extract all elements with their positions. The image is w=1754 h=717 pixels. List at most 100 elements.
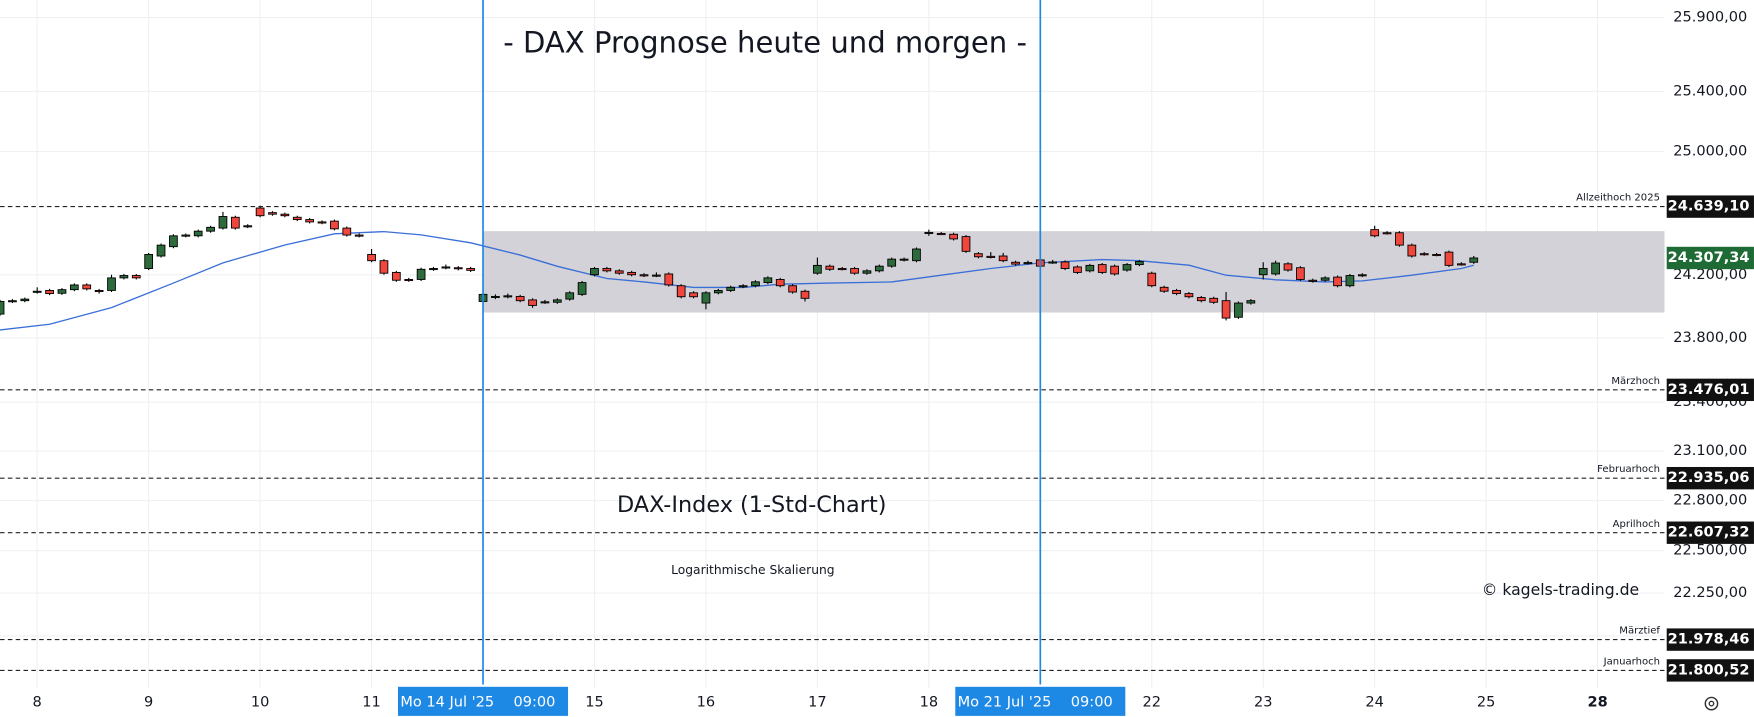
candle-body [317, 221, 327, 224]
candle-body [144, 254, 154, 269]
candle-body [1444, 251, 1454, 266]
candle-body [552, 299, 562, 303]
candle-body [639, 274, 649, 277]
candle-body [491, 295, 500, 298]
moving-average-line [0, 230, 1474, 331]
level-name: Februarhoch [1597, 464, 1660, 475]
candle-body [627, 271, 636, 276]
candle-body [82, 284, 92, 290]
x-tick-label: 28 [1587, 694, 1607, 710]
x-tick-label: 24 [1365, 694, 1384, 710]
candle-body [1085, 264, 1095, 272]
candle-body [1110, 265, 1119, 275]
candle-body [0, 301, 5, 315]
plot: Allzeithoch 2025 Märzhoch Februarhoch April… [0, 0, 1665, 685]
candle-body [1370, 229, 1380, 237]
candle-body [1457, 263, 1466, 266]
candle-body [1407, 244, 1417, 257]
time-marker-time: 09:00 [1071, 694, 1113, 710]
candle-body [1073, 266, 1082, 273]
candle-body [169, 235, 178, 248]
candle-body [1221, 300, 1231, 319]
candle-body [1357, 274, 1367, 277]
candle-body [1048, 261, 1058, 264]
candle-body [243, 225, 253, 228]
candle-body [565, 292, 575, 300]
candle-body [453, 267, 463, 270]
candle-body [1135, 261, 1144, 266]
candle-body [8, 300, 17, 303]
candle-body [862, 270, 872, 274]
candle-body [503, 295, 513, 298]
candle-body [540, 301, 550, 304]
candle-body [57, 289, 67, 294]
candle-body [466, 268, 476, 271]
candle-body [701, 292, 711, 304]
candle-body [1246, 300, 1256, 304]
candle-body [404, 279, 414, 282]
y-tick-label: 25.400,00 [1673, 83, 1747, 99]
y-tick-label: 24.200,00 [1673, 267, 1747, 283]
level-name: Aprilhoch [1613, 519, 1660, 530]
candle-body [379, 260, 389, 274]
candle-body [528, 299, 537, 306]
level-name: Januarhoch [1603, 656, 1660, 667]
candle-body [1147, 272, 1157, 287]
candle-body [763, 277, 773, 284]
x-tick-label: 8 [33, 694, 42, 710]
candle-body [788, 285, 797, 293]
level-price-box [1666, 378, 1754, 402]
current-price-box [1666, 246, 1754, 270]
candle-body [1097, 264, 1107, 273]
candle-body [206, 226, 215, 232]
candle-body [292, 216, 302, 221]
candle-body [342, 227, 352, 236]
candle-body [974, 253, 983, 258]
candle-body [1308, 279, 1318, 282]
settings-icon[interactable] [1704, 696, 1719, 711]
candle-body [1209, 297, 1219, 303]
time-marker-date: Mo 14 Jul '25 [400, 694, 494, 710]
candle-body [1320, 277, 1330, 281]
x-tick-label: 9 [144, 694, 153, 710]
level-price-label: 23.476,01 [1668, 382, 1750, 398]
x-tick-label: 16 [697, 694, 716, 710]
candle-body [1432, 254, 1441, 257]
candle-body [280, 213, 290, 217]
chart-title: - DAX Prognose heute und morgen - [503, 26, 1027, 60]
x-tick-label: 18 [920, 694, 939, 710]
y-tick-label: 22.500,00 [1673, 543, 1747, 559]
candle-body [1345, 275, 1355, 287]
time-marker-box [398, 686, 569, 716]
candle-body [268, 212, 277, 215]
candle-body [1419, 253, 1429, 256]
candle-body [726, 286, 736, 291]
candle-body [1296, 267, 1305, 280]
level-price-label: 21.978,46 [1668, 632, 1750, 648]
candle-body [664, 273, 674, 286]
level-price-box [1666, 521, 1754, 544]
chart-subtitle: DAX-Index (1-Std-Chart) [617, 492, 886, 518]
candle-body [1060, 261, 1070, 269]
level-price-label: 22.935,06 [1668, 470, 1750, 486]
candle-body [45, 289, 54, 295]
level-price-box [1666, 195, 1754, 218]
y-tick-label: 23.800,00 [1673, 330, 1747, 346]
candle-body [305, 219, 315, 223]
candle-body [1382, 232, 1392, 235]
candle-body [825, 265, 835, 270]
candle-body [837, 268, 847, 271]
candle-body [354, 234, 364, 237]
source: © kagels-trading.de [1482, 580, 1639, 599]
y-tick-label: 25.900,00 [1673, 10, 1747, 26]
candle-body [255, 207, 265, 217]
candle-body [874, 265, 884, 272]
candle-body [1271, 262, 1280, 275]
candle-body [1234, 302, 1243, 318]
candle-body [689, 292, 698, 298]
candle-body [416, 268, 426, 280]
candle-body [899, 258, 909, 261]
candle-body [614, 270, 624, 274]
x-tick-label: 10 [251, 694, 269, 710]
